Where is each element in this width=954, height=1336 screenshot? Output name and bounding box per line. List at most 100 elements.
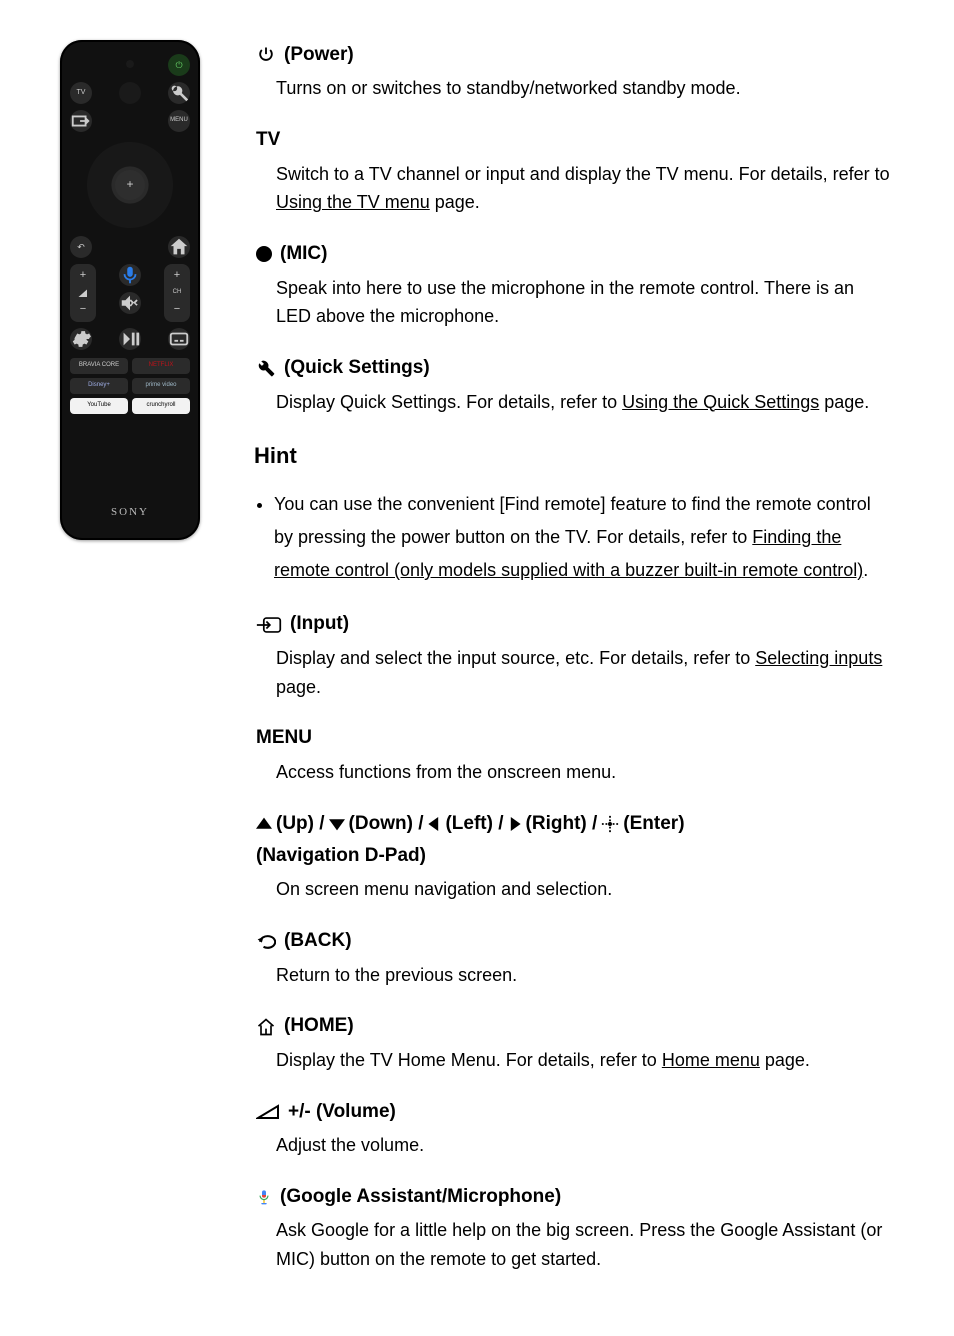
remote-input-button [70, 110, 92, 132]
heading-text: (BACK) [284, 926, 352, 956]
text-fragment: page. [819, 392, 869, 412]
section-input: (Input) Display and select the input sou… [250, 609, 894, 701]
input-icon [70, 110, 92, 132]
input-icon [256, 615, 282, 635]
vol-plus: + [80, 267, 86, 285]
hint-item: You can use the convenient [Find remote]… [274, 488, 894, 588]
ch-label: CH [173, 288, 182, 298]
remote-power-button: ⏻ [168, 54, 190, 76]
heading-input: (Input) [256, 609, 894, 639]
heading-text: (Power) [284, 40, 354, 70]
link-tv-menu[interactable]: Using the TV menu [276, 192, 430, 212]
google-mic-icon [256, 1187, 272, 1207]
heading-text: +/- (Volume) [288, 1097, 396, 1127]
text-fragment: (Left) / [445, 809, 503, 839]
remote-mid-column [119, 264, 141, 314]
body-text: Access functions from the onscreen menu. [276, 758, 894, 787]
heading-mic: (MIC) [256, 239, 894, 269]
remote-app-grid: BRAVIA CORENETFLIXDisney+prime videoYouT… [70, 358, 190, 414]
body-text: On screen menu navigation and selection. [276, 875, 894, 904]
section-mic: (MIC) Speak into here to use the microph… [250, 239, 894, 331]
heading-assistant: (Google Assistant/Microphone) [256, 1182, 894, 1212]
remote-led-dot [126, 60, 134, 68]
heading-text: (Quick Settings) [284, 353, 430, 383]
up-icon [256, 814, 272, 834]
text-fragment: Switch to a TV channel or input and disp… [276, 164, 890, 184]
remote-mute-button [119, 292, 141, 314]
heading-tv: TV [256, 125, 894, 155]
mute-icon [119, 292, 141, 314]
remote-tv-button: TV [70, 82, 92, 104]
link-home-menu[interactable]: Home menu [662, 1050, 760, 1070]
remote-menu-button: MENU [168, 110, 190, 132]
heading-text: (Navigation D-Pad) [256, 841, 426, 871]
section-back: (BACK) Return to the previous screen. [250, 926, 894, 989]
text-fragment: Display and select the input source, etc… [276, 648, 755, 668]
text-fragment: (Up) / [276, 809, 325, 839]
heading-quick: (Quick Settings) [256, 353, 894, 383]
remote-app-button: Disney+ [70, 378, 128, 394]
section-tv: TV Switch to a TV channel or input and d… [250, 125, 894, 217]
remote-small-row [70, 328, 190, 350]
link-selecting-inputs[interactable]: Selecting inputs [755, 648, 882, 668]
heading-text: (Input) [290, 609, 349, 639]
heading-text: (Google Assistant/Microphone) [280, 1182, 561, 1212]
section-menu: MENU Access functions from the onscreen … [250, 723, 894, 786]
mic-icon [119, 264, 141, 286]
text-fragment: . [863, 560, 868, 580]
remote-back-button: ↶ [70, 236, 92, 258]
heading-dpad-sub: (Navigation D-Pad) [256, 841, 894, 871]
body-text: Speak into here to use the microphone in… [276, 274, 894, 332]
ch-plus: + [174, 267, 180, 285]
heading-home: (HOME) [256, 1011, 894, 1041]
remote-illustration: ⏻ TV MENU + ↶ + − [60, 40, 200, 540]
wrench-icon [256, 358, 276, 378]
enter-icon [601, 814, 619, 834]
text-fragment: page. [430, 192, 480, 212]
section-quick-settings: (Quick Settings) Display Quick Settings.… [250, 353, 894, 416]
section-assistant: (Google Assistant/Microphone) Ask Google… [250, 1182, 894, 1274]
body-text: Switch to a TV channel or input and disp… [276, 160, 894, 218]
back-icon [256, 931, 276, 951]
mic-dot-icon [256, 246, 272, 262]
heading-power: (Power) [256, 40, 894, 70]
remote-app-button: crunchyroll [132, 398, 190, 414]
heading-volume: +/- (Volume) [256, 1097, 894, 1127]
remote-back-home-row: ↶ [70, 236, 190, 258]
remote-playpause-button [119, 328, 141, 350]
text-fragment: Display Quick Settings. For details, ref… [276, 392, 622, 412]
remote-mic-hole [119, 82, 141, 104]
text-fragment: (Enter) [623, 809, 684, 839]
power-icon [256, 45, 276, 65]
text-fragment: (Right) / [526, 809, 598, 839]
heading-text: TV [256, 125, 280, 155]
heading-back: (BACK) [256, 926, 894, 956]
text-fragment: (Down) / [349, 809, 424, 839]
ch-minus: − [174, 301, 180, 319]
heading-text: (MIC) [280, 239, 327, 269]
descriptions: (Power) Turns on or switches to standby/… [250, 40, 894, 1296]
page-layout: ⏻ TV MENU + ↶ + − [60, 40, 894, 1296]
remote-logo: SONY [111, 504, 149, 522]
vol-minus: − [80, 301, 86, 319]
heading-dpad: (Up) / (Down) / (Left) / (Right) / (Ente… [256, 809, 894, 839]
down-icon [329, 814, 345, 834]
section-volume: +/- (Volume) Adjust the volume. [250, 1097, 894, 1160]
body-text: Display the TV Home Menu. For details, r… [276, 1046, 894, 1075]
remote-dpad-center: + [115, 170, 145, 200]
section-power: (Power) Turns on or switches to standby/… [250, 40, 894, 103]
volume-icon [77, 287, 89, 299]
remote-home-button [168, 236, 190, 258]
remote-app-button: prime video [132, 378, 190, 394]
hint-list: You can use the convenient [Find remote]… [274, 488, 894, 588]
body-text: Ask Google for a little help on the big … [276, 1216, 894, 1274]
section-dpad: (Up) / (Down) / (Left) / (Right) / (Ente… [250, 809, 894, 905]
link-quick-settings[interactable]: Using the Quick Settings [622, 392, 819, 412]
remote-app-button: YouTube [70, 398, 128, 414]
remote-ch-rocker: + CH − [164, 264, 190, 322]
hint-title: Hint [254, 438, 894, 473]
text-fragment: page. [276, 677, 321, 697]
heading-text: (HOME) [284, 1011, 354, 1041]
remote-row-input-menu: MENU [70, 110, 190, 132]
remote-dpad: + [87, 142, 173, 228]
